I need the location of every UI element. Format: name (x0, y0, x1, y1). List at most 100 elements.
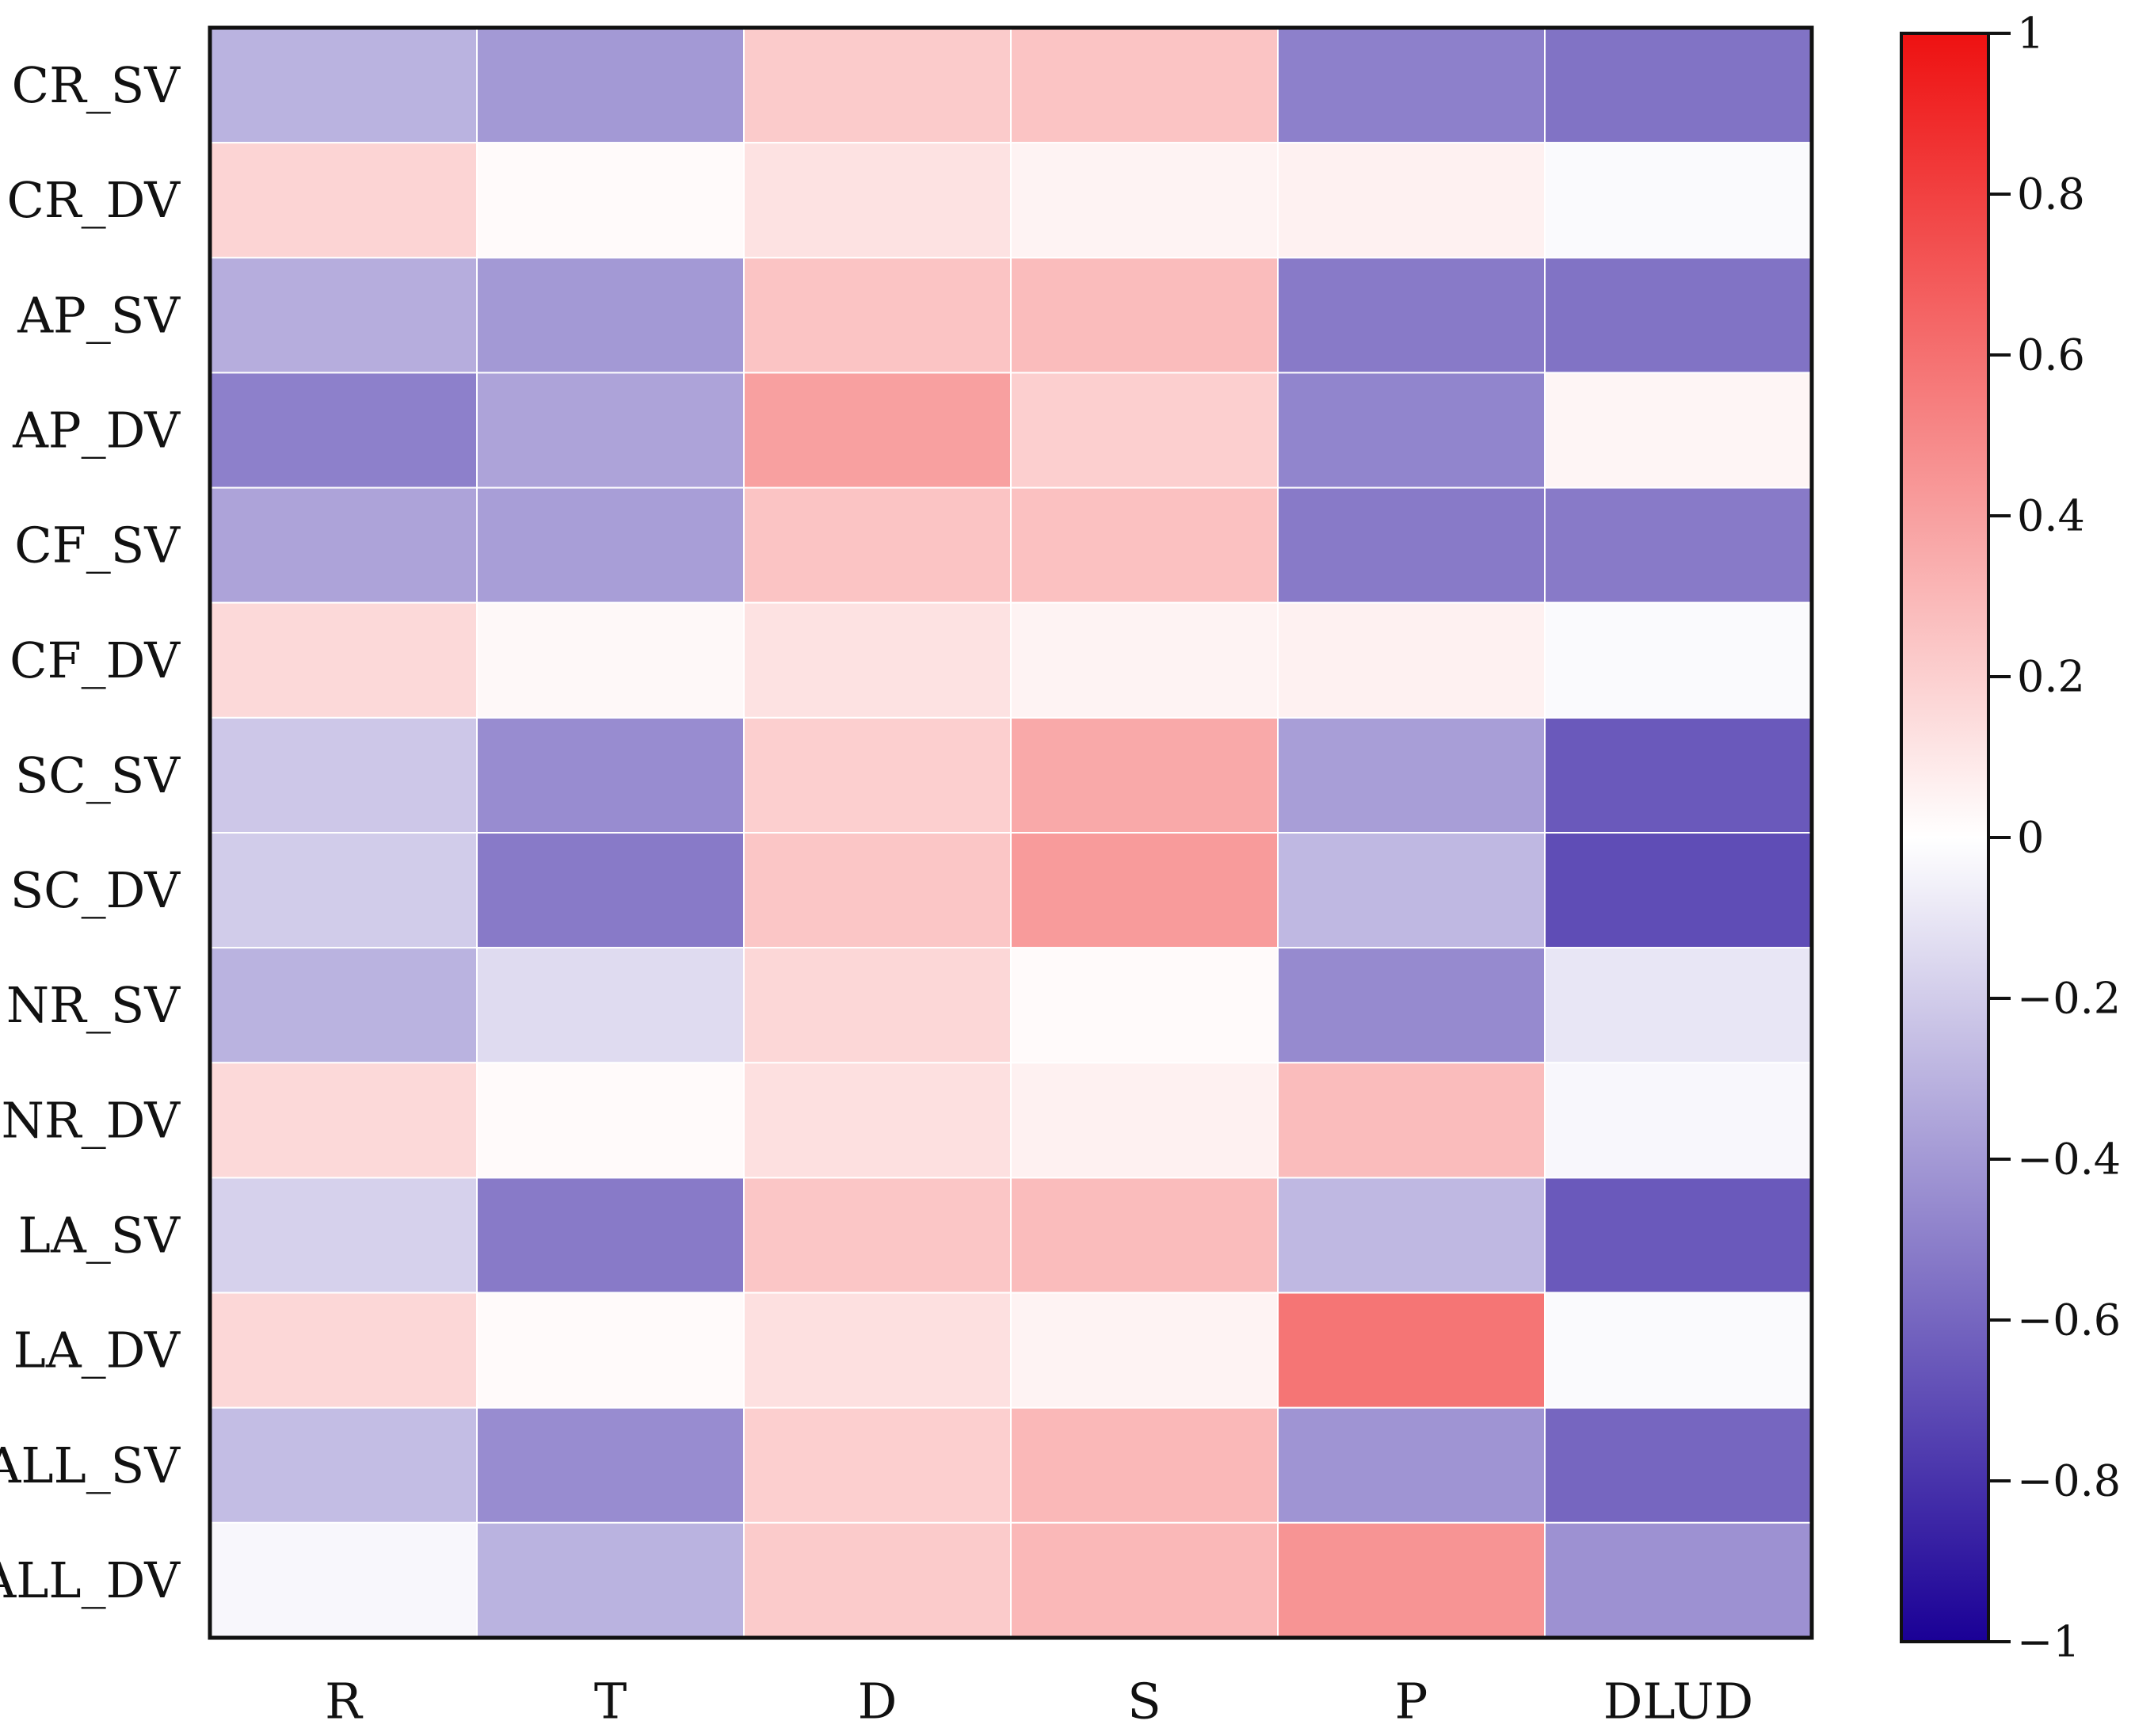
heatmap-cell-nr-sv-dlud (1544, 947, 1813, 1064)
heatmap-cell-cr-dv-d (743, 142, 1012, 259)
row-label-sc-sv: SC_SV (15, 746, 181, 804)
heatmap-cell-nr-sv-r (209, 947, 478, 1064)
column-label-d: D (858, 1673, 898, 1730)
heatmap-cell-la-dv-r (209, 1292, 478, 1409)
column-label-t: T (594, 1673, 627, 1730)
heatmap-cells (209, 27, 1813, 1639)
heatmap-cell-la-sv-r (209, 1177, 478, 1294)
heatmap-cell-sc-sv-p (1277, 716, 1546, 834)
heatmap-cell-cf-sv-d (743, 486, 1012, 604)
heatmap-cell-la-sv-t (476, 1177, 745, 1294)
heatmap-cell-nr-dv-p (1277, 1062, 1546, 1179)
heatmap-cell-sc-dv-t (476, 832, 745, 949)
heatmap-cell-nr-sv-t (476, 947, 745, 1064)
heatmap-cell-cr-dv-s (1010, 142, 1279, 259)
heatmap-cell-sc-dv-dlud (1544, 832, 1813, 949)
heatmap-cell-cr-sv-p (1277, 27, 1546, 144)
colorbar-tick-label: −0.4 (2017, 1135, 2121, 1185)
row-label-all-sv: ALL_SV (0, 1436, 181, 1494)
heatmap-cell-ap-dv-t (476, 372, 745, 489)
colorbar-tick-label: 0.4 (2017, 491, 2085, 541)
heatmap-cell-nr-sv-p (1277, 947, 1546, 1064)
heatmap-cell-ap-dv-s (1010, 372, 1279, 489)
row-label-cf-dv: CF_DV (10, 631, 181, 689)
row-label-sc-dv: SC_DV (10, 861, 181, 919)
heatmap-cell-cf-sv-dlud (1544, 486, 1813, 604)
heatmap-cell-cf-dv-p (1277, 601, 1546, 719)
row-label-ap-dv: AP_DV (12, 402, 181, 460)
heatmap-cell-sc-dv-d (743, 832, 1012, 949)
heatmap-cell-cr-dv-r (209, 142, 478, 259)
heatmap-cell-cr-dv-p (1277, 142, 1546, 259)
heatmap-cell-ap-sv-r (209, 257, 478, 374)
row-label-nr-dv: NR_DV (2, 1091, 181, 1149)
heatmap-cell-la-dv-dlud (1544, 1292, 1813, 1409)
colorbar-gradient (1900, 32, 1990, 1643)
plot-frame (208, 25, 1814, 1640)
heatmap-cell-ap-sv-t (476, 257, 745, 374)
column-label-s: S (1127, 1673, 1161, 1730)
heatmap-cell-nr-sv-s (1010, 947, 1279, 1064)
heatmap-cell-la-dv-p (1277, 1292, 1546, 1409)
heatmap-cell-sc-sv-dlud (1544, 716, 1813, 834)
heatmap-cell-cf-sv-s (1010, 486, 1279, 604)
heatmap-cell-nr-sv-d (743, 947, 1012, 1064)
row-label-all-dv: ALL_DV (0, 1551, 181, 1609)
colorbar-tick-label: 0.6 (2017, 330, 2085, 380)
heatmap-cell-all-dv-p (1277, 1521, 1546, 1639)
heatmap-cell-cr-sv-dlud (1544, 27, 1813, 144)
colorbar-tick-label: 0.8 (2017, 170, 2085, 219)
row-label-cr-sv: CR_SV (12, 56, 181, 114)
heatmap-cell-la-dv-t (476, 1292, 745, 1409)
heatmap-cell-sc-sv-r (209, 716, 478, 834)
heatmap-cell-la-dv-s (1010, 1292, 1279, 1409)
heatmap-cell-all-sv-d (743, 1406, 1012, 1524)
heatmap-cell-all-dv-d (743, 1521, 1012, 1639)
heatmap-cell-sc-sv-t (476, 716, 745, 834)
heatmap-cell-cf-dv-d (743, 601, 1012, 719)
heatmap-cell-cr-sv-t (476, 27, 745, 144)
heatmap-cell-ap-dv-d (743, 372, 1012, 489)
heatmap-cell-cr-sv-r (209, 27, 478, 144)
heatmap-cell-ap-sv-d (743, 257, 1012, 374)
colorbar-tick-label: 0 (2017, 813, 2044, 863)
heatmap-cell-la-sv-dlud (1544, 1177, 1813, 1294)
heatmap-cell-cf-sv-p (1277, 486, 1546, 604)
heatmap-cell-cf-dv-s (1010, 601, 1279, 719)
heatmap-cell-nr-dv-d (743, 1062, 1012, 1179)
heatmap-cell-all-dv-r (209, 1521, 478, 1639)
row-labels: CR_SV CR_DV AP_SV AP_DV CF_SV CF_DV SC_SV SC_DV… (0, 56, 181, 1609)
row-label-ap-sv: AP_SV (17, 286, 181, 344)
heatmap-cell-all-dv-t (476, 1521, 745, 1639)
row-label-nr-sv: NR_SV (6, 976, 181, 1034)
heatmap-cell-all-sv-s (1010, 1406, 1279, 1524)
heatmap-cell-sc-dv-s (1010, 832, 1279, 949)
column-label-r: R (325, 1673, 364, 1730)
heatmap-cell-la-sv-p (1277, 1177, 1546, 1294)
heatmap-cell-cf-dv-t (476, 601, 745, 719)
colorbar-tick-label: 1 (2017, 9, 2044, 59)
heatmap-cell-la-dv-d (743, 1292, 1012, 1409)
colorbar-tick-label: −0.6 (2017, 1295, 2121, 1345)
heatmap-cell-all-sv-p (1277, 1406, 1546, 1524)
heatmap-cell-ap-sv-dlud (1544, 257, 1813, 374)
heatmap-cell-cf-dv-dlud (1544, 601, 1813, 719)
row-label-la-sv: LA_SV (18, 1207, 181, 1265)
heatmap-cell-cr-sv-s (1010, 27, 1279, 144)
column-label-dlud: DLUD (1603, 1673, 1753, 1730)
heatmap-cell-cr-sv-d (743, 27, 1012, 144)
heatmap-cell-cr-dv-t (476, 142, 745, 259)
heatmap-cell-sc-sv-s (1010, 716, 1279, 834)
heatmap-cell-all-sv-dlud (1544, 1406, 1813, 1524)
heatmap-cell-all-sv-t (476, 1406, 745, 1524)
heatmap-cell-nr-dv-s (1010, 1062, 1279, 1179)
row-label-cf-sv: CF_SV (14, 517, 181, 574)
heatmap-cell-nr-dv-t (476, 1062, 745, 1179)
heatmap-cell-cr-dv-dlud (1544, 142, 1813, 259)
heatmap-cell-cf-sv-t (476, 486, 745, 604)
heatmap-cell-sc-dv-p (1277, 832, 1546, 949)
heatmap-cell-sc-sv-d (743, 716, 1012, 834)
colorbar-tick-label: −1 (2017, 1617, 2080, 1667)
